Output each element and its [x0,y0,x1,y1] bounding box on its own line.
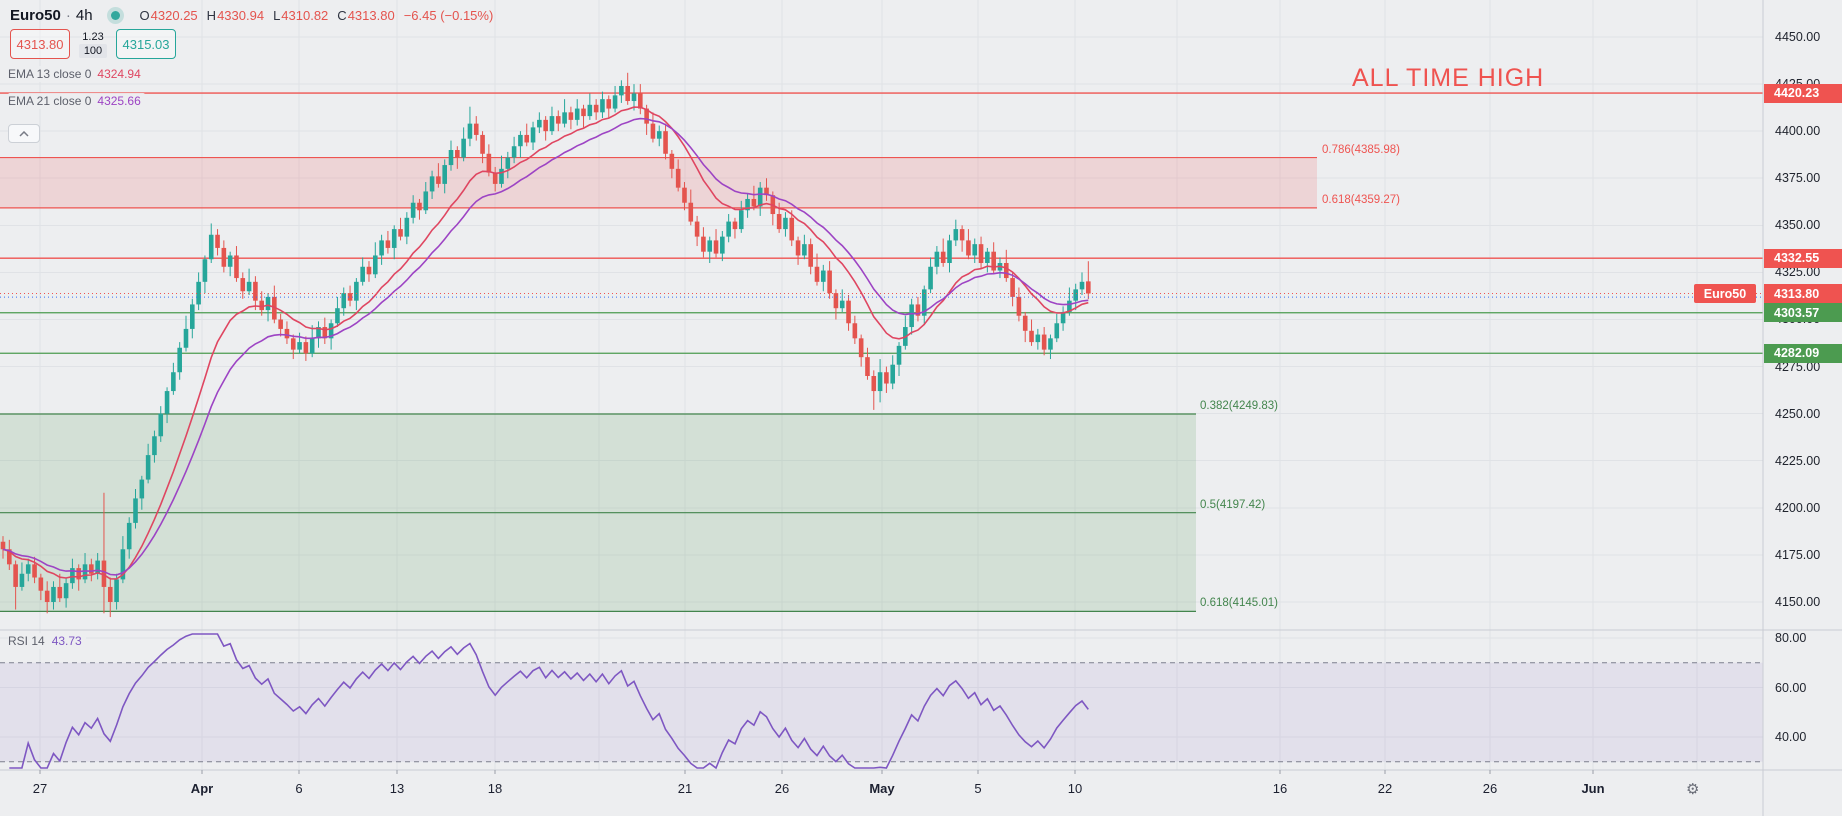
ema13-value: 4324.94 [97,67,141,81]
fib-level-label[interactable]: 0.618(4145.01) [1200,597,1279,610]
price-tick-label: 4450.00 [1775,30,1821,44]
chevron-up-icon [19,130,29,137]
high-value: 4330.94 [217,7,265,23]
ema-13-line [2,106,1089,580]
rsi-legend[interactable]: RSI 14 43.73 [8,633,86,649]
symbol-price-source-tag: Euro50 [1694,284,1756,303]
price-level-tag[interactable]: 4420.23 [1764,83,1842,103]
rsi-tick-label: 40.00 [1775,730,1807,744]
price-tick-label: 4350.00 [1775,218,1821,233]
fib-level-label[interactable]: 0.382(4249.83) [1200,399,1279,412]
time-tick-label: 21 [677,781,693,796]
time-tick-label: 16 [1272,781,1288,796]
buy-ask-button[interactable]: 4315.03 [116,29,176,59]
fib-level-label[interactable]: 0.5(4197.42) [1200,498,1266,511]
time-tick-label: 26 [1482,781,1498,796]
price-level-tag[interactable]: 4332.55 [1764,248,1842,268]
all-time-high-text-drawing[interactable]: ALL TIME HIGH [1352,64,1545,92]
time-tick-label: 10 [1067,781,1083,796]
ema21-value: 4325.66 [97,94,141,108]
low-value: 4310.82 [281,7,329,23]
price-tick-label: 4200.00 [1775,500,1821,515]
rsi-value: 43.73 [51,634,82,648]
rsi-tick-label: 80.00 [1775,631,1807,645]
time-tick-label: 5 [974,781,982,796]
price-tick-label: 4400.00 [1775,124,1821,139]
price-tick-label: 4175.00 [1775,547,1821,562]
price-tick-label: 4275.00 [1775,359,1821,374]
spread-value: 1.23 [82,30,104,43]
interval-label[interactable]: 4h [75,6,93,24]
time-tick-label: Apr [190,781,214,796]
rsi-label: RSI 14 [8,634,45,648]
time-tick-label: 18 [487,781,503,796]
ema-21-line [2,117,1089,576]
fib-zones-layer [0,156,1317,612]
rsi-tick-label: 60.00 [1775,680,1807,695]
quantity-field[interactable]: 100 [78,43,108,58]
price-tick-label: 4150.00 [1775,594,1821,609]
open-label: O [139,7,150,23]
price-level-tag[interactable]: 4313.80 [1764,284,1842,303]
symbol-legend: Euro50 · 4h O 4320.25 H 4330.94 L 4310.8… [10,5,493,25]
ema21-label: EMA 21 close 0 [8,94,92,108]
rsi-band-layer [0,662,1763,763]
price-tick-label: 4375.00 [1775,171,1821,186]
ema13-label: EMA 13 close 0 [8,67,92,81]
price-level-tag[interactable]: 4282.09 [1764,343,1842,363]
spread-qty-block: 1.23 100 [75,31,111,58]
time-tick-label: 13 [389,781,405,796]
price-level-tag[interactable]: 4303.57 [1764,303,1842,323]
time-tick-label: 27 [32,781,48,796]
close-label: C [337,7,347,23]
ohlc-values: O 4320.25 H 4330.94 L 4310.82 C 4313.80 … [140,8,494,23]
time-tick-label: 6 [295,781,303,796]
time-tick-label: 22 [1377,781,1393,796]
candles-layer [0,72,1091,618]
market-status-dot [110,10,120,20]
fib-level-label[interactable]: 0.786(4385.98) [1322,143,1401,156]
close-value: 4313.80 [347,7,395,23]
rsi-line [9,633,1089,770]
high-label: H [206,7,217,23]
sell-bid-button[interactable]: 4313.80 [10,29,70,59]
change-value: −6.45 (−0.15%) [403,7,494,23]
gear-icon[interactable]: ⚙ [1686,781,1700,798]
symbol-name[interactable]: Euro50 [10,6,61,24]
time-tick-label: 26 [774,781,790,796]
time-tick-label: Jun [1581,781,1605,796]
fib-level-label[interactable]: 0.618(4359.27) [1322,193,1401,206]
price-tick-label: 4225.00 [1775,453,1821,468]
open-value: 4320.25 [150,7,198,23]
price-tick-label: 4250.00 [1775,406,1821,421]
legend-separator: · [65,6,71,24]
collapse-legend-button[interactable] [8,124,40,143]
ema21-legend[interactable]: EMA 21 close 0 4325.66 [8,93,145,109]
price-tick-label: 4325.00 [1775,265,1821,280]
trade-widget: 4313.80 1.23 100 4315.03 [10,29,176,59]
time-tick-label: May [869,781,895,796]
ema13-legend[interactable]: EMA 13 close 0 4324.94 [8,66,145,82]
low-label: L [273,7,281,23]
level-lines-layer [0,92,1763,354]
